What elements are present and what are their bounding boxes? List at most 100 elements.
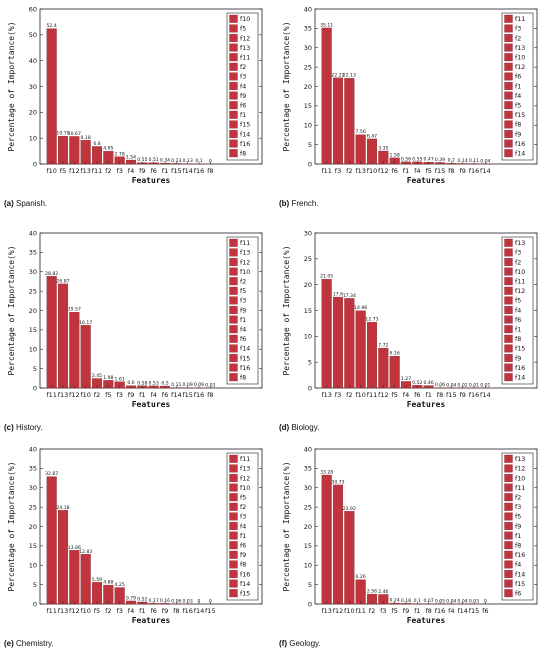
data-label: 21.05: [320, 274, 333, 280]
bar: [47, 276, 57, 388]
caption-french: (b) French.: [279, 199, 319, 208]
x-axis-label: Features: [132, 616, 171, 625]
data-label: 28.82: [45, 271, 58, 277]
data-label: 1.61: [115, 376, 125, 382]
y-tick-label: 20: [29, 307, 37, 315]
legend-swatch: [230, 25, 238, 33]
x-tick-label: f12: [69, 607, 80, 615]
legend-label: f8: [240, 151, 246, 158]
x-axis-label: Features: [407, 176, 446, 185]
bar: [378, 348, 388, 388]
x-tick-label: f15: [446, 391, 457, 399]
legend-swatch: [505, 239, 513, 247]
legend-swatch: [230, 373, 238, 381]
legend-label: f2: [515, 495, 521, 502]
y-tick-label: 30: [304, 229, 312, 237]
x-tick-label: f5: [391, 607, 397, 615]
x-tick-label: f8: [173, 607, 179, 615]
legend-swatch: [505, 364, 513, 372]
legend-label: f12: [515, 466, 525, 473]
x-tick-label: f3: [116, 607, 122, 615]
legend-label: f6: [240, 543, 246, 550]
x-tick-label: f10: [80, 607, 91, 615]
legend-swatch: [230, 297, 238, 305]
x-tick-label: f2: [105, 167, 111, 175]
bar: [356, 580, 366, 604]
legend-swatch: [505, 551, 513, 559]
x-tick-label: f6: [150, 607, 156, 615]
legend-swatch: [230, 589, 238, 597]
data-label: 9.18: [81, 135, 91, 141]
data-label: 6.47: [367, 133, 377, 139]
data-label: 23.92: [343, 506, 356, 512]
y-axis-label: Percentage of Importance(%): [282, 245, 291, 375]
x-tick-label: f15: [205, 607, 216, 615]
y-tick-label: 0: [33, 600, 37, 608]
legend-swatch: [505, 589, 513, 597]
legend-label: f5: [515, 514, 521, 521]
legend-label: f11: [240, 55, 250, 62]
data-label: 4.88: [103, 580, 113, 586]
legend-swatch: [230, 63, 238, 71]
legend-swatch: [505, 325, 513, 333]
legend-swatch: [230, 82, 238, 90]
y-tick-label: 0: [308, 600, 312, 608]
bar: [367, 322, 377, 388]
legend-swatch: [505, 34, 513, 42]
x-tick-label: f4: [150, 391, 156, 399]
x-tick-label: f1: [403, 167, 409, 175]
x-tick-label: f11: [46, 607, 57, 615]
chart-svg-geology: 051015202530354033.28f1330.73f1223.92f10…: [275, 440, 550, 640]
legend-swatch: [505, 249, 513, 257]
legend-label: f5: [240, 495, 246, 502]
legend-label: f3: [515, 504, 521, 511]
bar: [81, 140, 91, 164]
legend-label: f4: [240, 523, 246, 530]
x-tick-label: f10: [46, 167, 57, 175]
legend-label: f12: [240, 475, 250, 482]
data-label: 22.13: [343, 73, 356, 79]
legend-label: f16: [515, 365, 525, 372]
chart-svg-spanish: 010203040506052.4f1010.79f510.67f129.18f…: [0, 0, 275, 200]
y-tick-label: 30: [29, 83, 37, 91]
data-label: 4.95: [103, 146, 113, 152]
legend-label: f16: [515, 552, 525, 559]
legend-label: f15: [515, 346, 525, 353]
data-label: 26.87: [56, 278, 69, 284]
legend-swatch: [505, 44, 513, 52]
data-label: 0.55: [412, 156, 422, 162]
y-tick-label: 0: [308, 384, 312, 392]
x-tick-label: f9: [128, 391, 134, 399]
legend-swatch: [505, 503, 513, 511]
legend-swatch: [230, 258, 238, 266]
x-tick-label: f12: [333, 607, 344, 615]
x-tick-label: f16: [182, 607, 193, 615]
y-tick-label: 35: [304, 25, 312, 33]
bar: [390, 356, 400, 388]
legend-swatch: [230, 513, 238, 521]
bar: [333, 78, 343, 164]
x-tick-label: f11: [367, 391, 378, 399]
y-tick-label: 15: [304, 102, 312, 110]
legend-swatch: [505, 493, 513, 501]
legend-label: f5: [240, 288, 246, 295]
legend-swatch: [230, 345, 238, 353]
legend-label: f4: [515, 93, 521, 100]
x-tick-label: f12: [378, 391, 389, 399]
x-tick-label: f10: [80, 391, 91, 399]
bar: [92, 146, 102, 164]
y-tick-label: 35: [304, 465, 312, 473]
x-tick-label: f2: [346, 391, 352, 399]
legend-swatch: [505, 287, 513, 295]
legend-label: f13: [515, 45, 525, 52]
x-tick-label: f13: [321, 391, 332, 399]
legend-label: f4: [240, 83, 246, 90]
legend-swatch: [505, 345, 513, 353]
legend-swatch: [230, 101, 238, 109]
y-tick-label: 5: [308, 358, 312, 366]
x-tick-label: f3: [116, 391, 122, 399]
data-label: 10.67: [68, 131, 81, 137]
data-label: 6.8: [93, 141, 100, 147]
